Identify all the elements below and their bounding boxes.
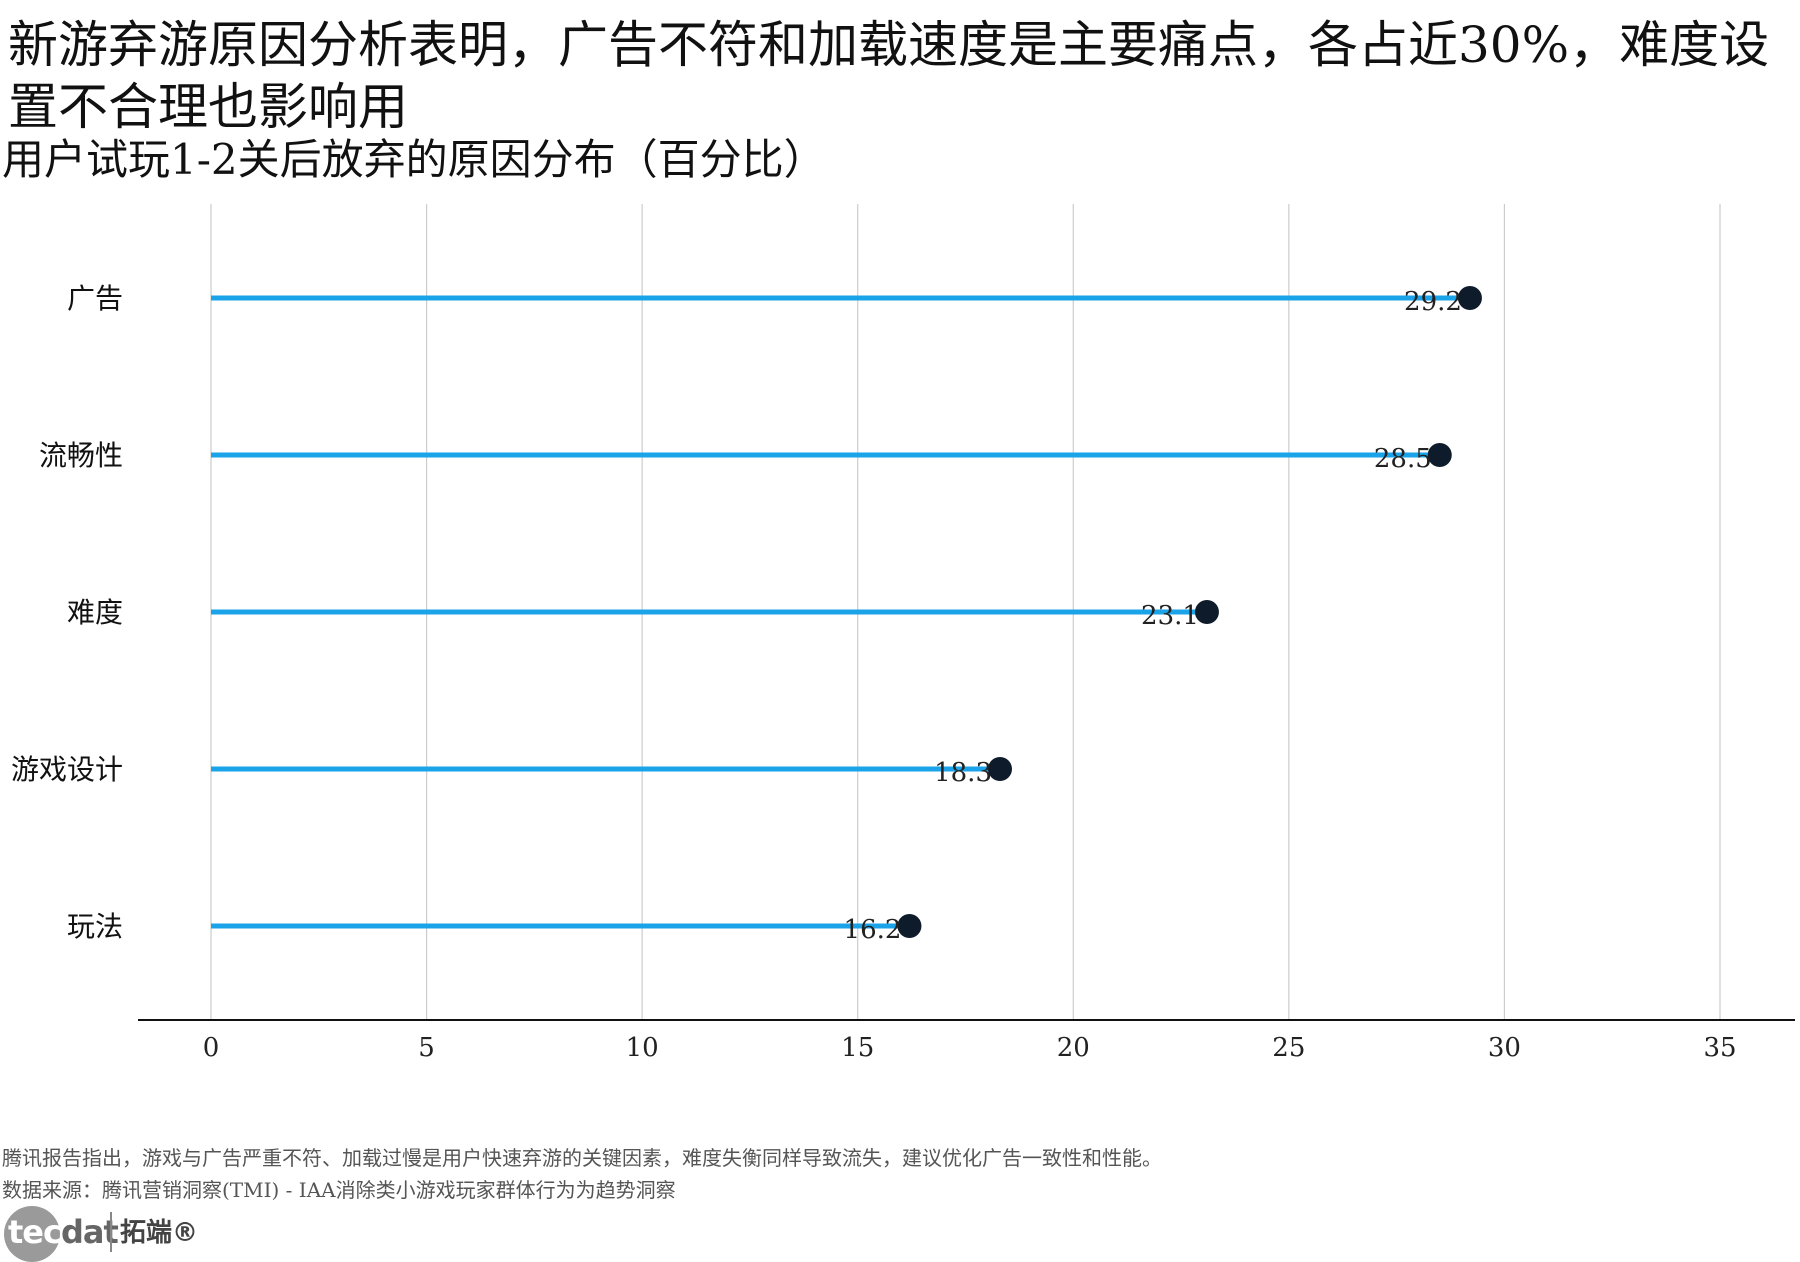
logo-separator — [110, 1212, 112, 1252]
x-tick-label-5: 25 — [1272, 1033, 1305, 1063]
x-tick-label-6: 30 — [1488, 1033, 1521, 1063]
value-label-2: 23.1 — [1141, 601, 1199, 631]
dot-3 — [987, 757, 1012, 781]
x-tick-label-4: 20 — [1057, 1033, 1090, 1063]
brand-logo: tecdat 拓端® — [2, 1204, 262, 1262]
value-label-1: 28.5 — [1374, 444, 1432, 474]
stems-group — [211, 295, 1470, 929]
dot-2 — [1194, 600, 1219, 624]
x-tick-label-3: 15 — [841, 1033, 874, 1063]
dot-4 — [897, 914, 922, 938]
dot-1 — [1427, 443, 1452, 467]
category-label-1: 流畅性 — [39, 439, 123, 472]
chart-title: 新游弃游原因分析表明，广告不符和加载速度是主要痛点，各占近30%，难度设置不合理… — [8, 16, 1770, 136]
dot-0 — [1457, 286, 1482, 310]
value-label-0: 29.2 — [1404, 287, 1462, 317]
chart-subtitle: 用户试玩1-2关后放弃的原因分布（百分比） — [2, 135, 826, 184]
value-labels-group: 29.2 28.5 23.1 18.3 16.2 — [844, 287, 1462, 945]
category-label-4: 玩法 — [67, 910, 123, 943]
x-tick-label-0: 0 — [203, 1033, 220, 1063]
x-tick-label-1: 5 — [418, 1033, 435, 1063]
value-label-3: 18.3 — [934, 758, 992, 788]
category-label-2: 难度 — [67, 596, 123, 629]
logo-wordmark-part1: tec — [8, 1213, 62, 1251]
value-label-4: 16.2 — [844, 915, 902, 945]
logo-wordmark: tecdat — [8, 1212, 119, 1252]
x-tick-labels-group: 0 5 10 15 20 25 30 35 — [203, 1033, 1737, 1063]
category-label-0: 广告 — [67, 282, 123, 315]
dots-group — [897, 286, 1482, 938]
x-tick-label-2: 10 — [626, 1033, 659, 1063]
logo-wordmark-part2: dat — [60, 1213, 119, 1251]
footnote: 腾讯报告指出，游戏与广告严重不符、加载过慢是用户快速弃游的关键因素，难度失衡同样… — [2, 1146, 1162, 1170]
x-tick-label-7: 35 — [1703, 1033, 1736, 1063]
logo-chinese: 拓端® — [120, 1218, 199, 1248]
data-source: 数据来源：腾讯营销洞察(TMI) - IAA消除类小游戏玩家群体行为为趋势洞察 — [2, 1178, 676, 1202]
category-label-3: 游戏设计 — [11, 753, 123, 786]
logo-circle-icon — [4, 1206, 60, 1262]
